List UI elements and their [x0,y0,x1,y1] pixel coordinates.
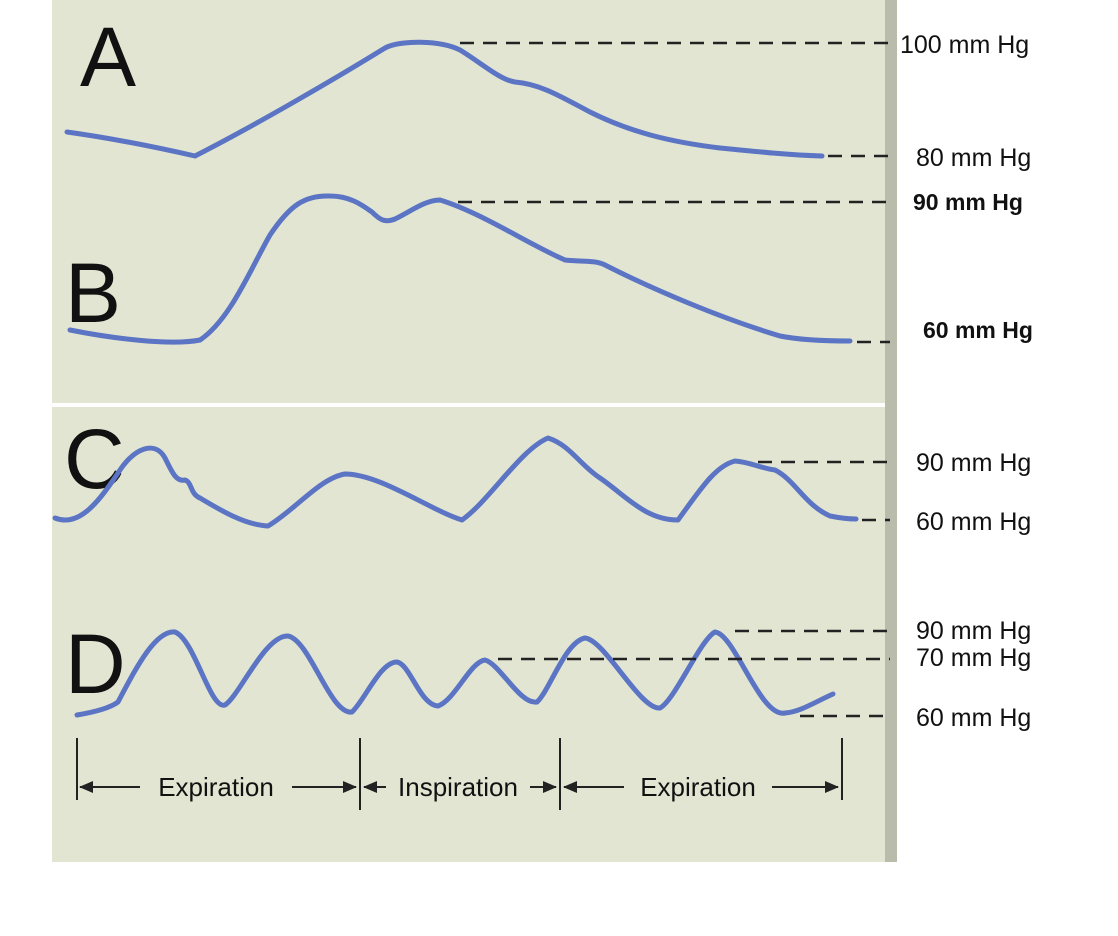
arrowhead-exp2-right [825,781,839,793]
arrowhead-insp-right [543,781,557,793]
phase-label-expiration-2: Expiration [640,772,756,802]
panel-letter-d: D [65,617,126,711]
right-edge-bar [885,0,897,862]
label-a-low: 80 mm Hg [916,144,1031,172]
panel-letter-b: B [65,246,121,340]
phase-timeline: Expiration Inspiration Expiration [76,738,843,810]
trace-b [67,193,853,345]
panel-b: B 90 mm Hg 60 mm Hg [65,189,1033,345]
phase-label-inspiration: Inspiration [398,772,518,802]
label-c-low: 60 mm Hg [916,508,1031,536]
arrowhead-insp-left [363,781,377,793]
panel-c: C 90 mm Hg 60 mm Hg [52,412,1031,536]
trace-d [74,629,836,718]
label-c-high: 90 mm Hg [916,449,1031,477]
trace-a [64,39,825,159]
label-b-high: 90 mm Hg [913,189,1023,215]
label-d-60: 60 mm Hg [916,704,1031,732]
trace-c [52,435,859,529]
panel-letter-c: C [64,412,125,506]
arrowhead-exp2-left [563,781,577,793]
panel-d: D 90 mm Hg 70 mm Hg 60 mm Hg [65,617,1031,732]
label-b-low: 60 mm Hg [923,317,1033,343]
label-d-70: 70 mm Hg [916,644,1031,672]
diagram-background [52,0,885,862]
phase-label-expiration-1: Expiration [158,772,274,802]
label-a-high: 100 mm Hg [900,31,1029,59]
arrowhead-exp1-left [79,781,93,793]
panel-letter-a: A [80,10,136,104]
panel-a: A 100 mm Hg 80 mm Hg [64,10,1031,172]
arrowhead-exp1-right [343,781,357,793]
label-d-90: 90 mm Hg [916,617,1031,645]
